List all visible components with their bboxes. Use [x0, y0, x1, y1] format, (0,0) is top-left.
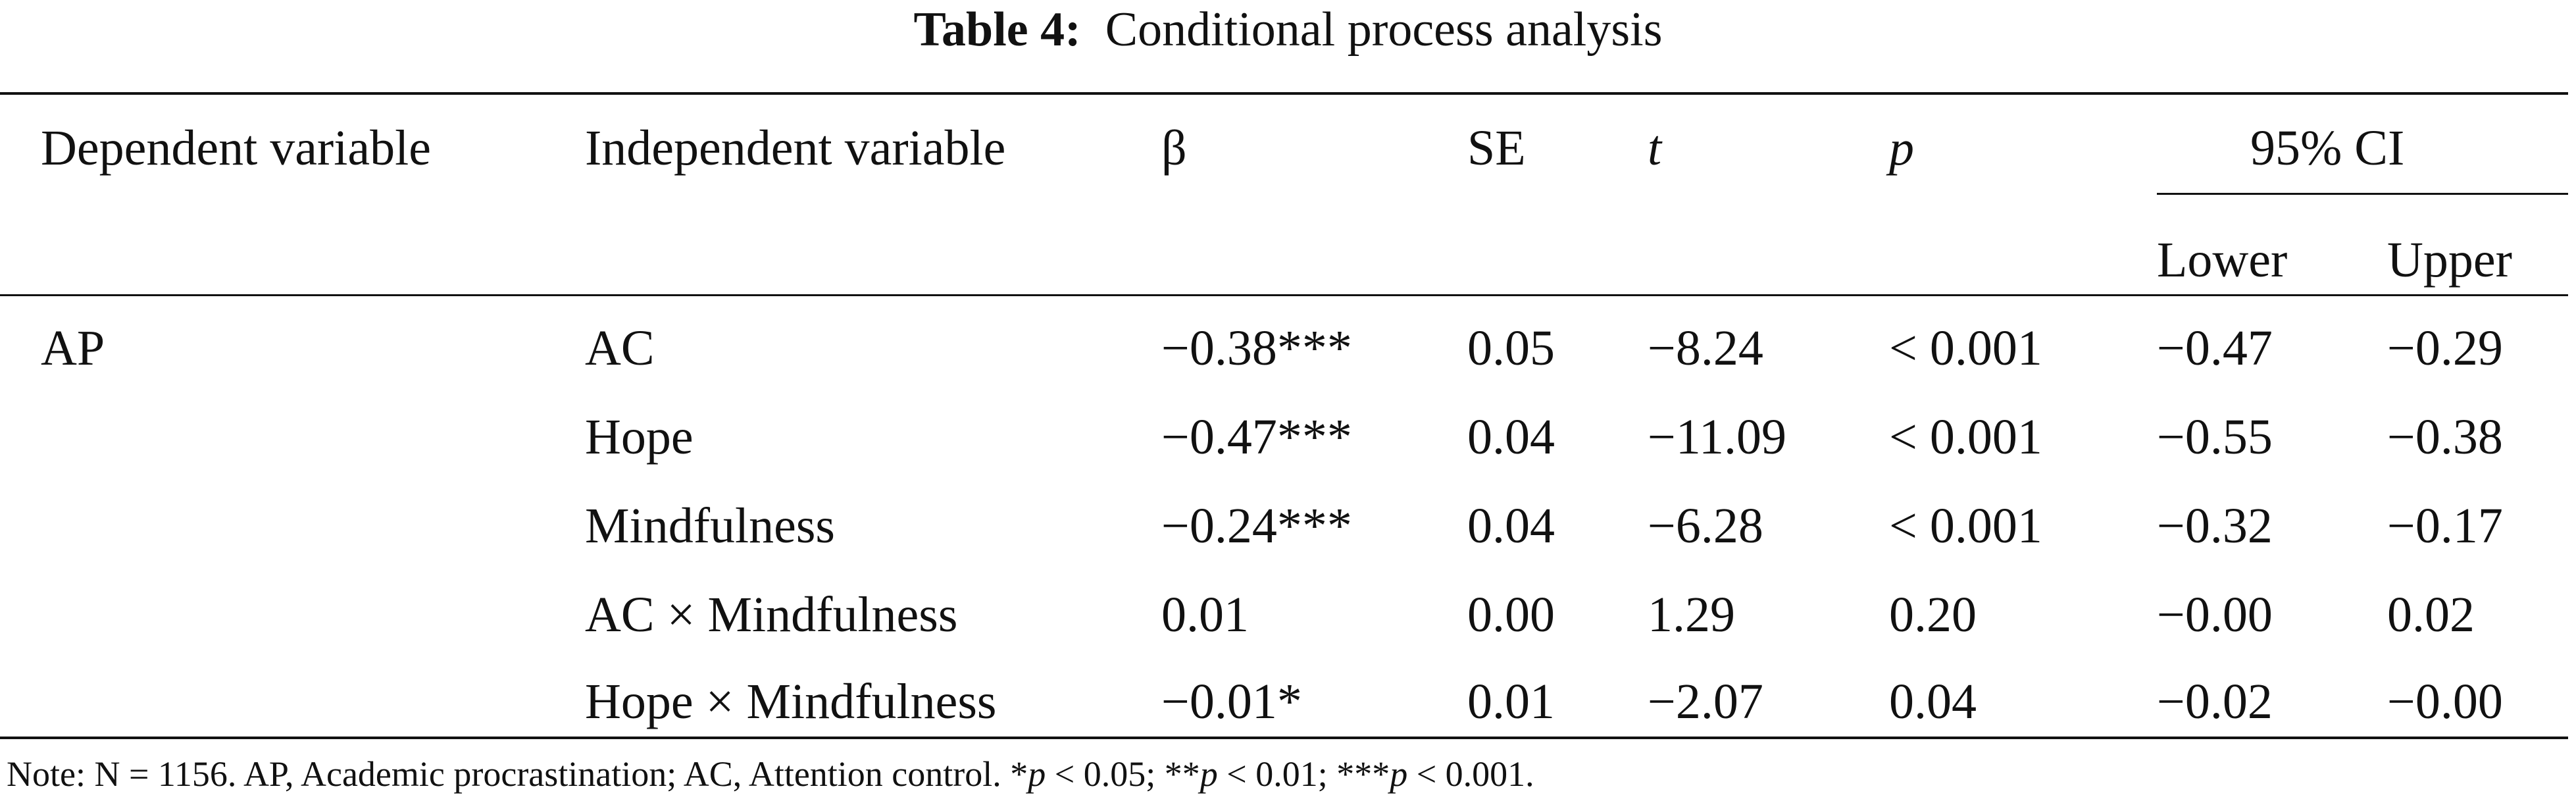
dependent-variable: AP [41, 321, 105, 376]
table-cell: < 0.001 [1889, 498, 2042, 554]
column-header: SE [1467, 120, 1526, 176]
note-text: p [1390, 754, 1408, 794]
table-cell: −0.01* [1161, 674, 1302, 729]
table-cell: 0.20 [1889, 587, 1977, 642]
column-header: p [1889, 120, 1914, 176]
table-cell: Hope × Mindfulness [585, 674, 997, 729]
table-cell: −0.17 [2387, 498, 2503, 554]
column-header: 95% CI [2250, 120, 2405, 176]
table-cell: −0.38*** [1161, 321, 1352, 376]
column-subheader: Lower [2157, 232, 2288, 288]
table-cell: −0.47 [2157, 321, 2273, 376]
table-cell: −0.38 [2387, 409, 2503, 465]
header-rule [0, 294, 2568, 296]
table-cell: 0.04 [1467, 498, 1555, 554]
table-cell: −0.00 [2387, 674, 2503, 729]
table-cell: 0.05 [1467, 321, 1555, 376]
table-cell: −0.02 [2157, 674, 2273, 729]
table-cell: −6.28 [1648, 498, 1763, 554]
table-cell: 0.01 [1467, 674, 1555, 729]
table-cell: Mindfulness [585, 498, 835, 554]
column-header: β [1161, 120, 1187, 176]
note-text: Note: N = 1156. AP, Academic procrastina… [7, 754, 1028, 794]
table-cell: 0.01 [1161, 587, 1249, 642]
table-cell: −0.00 [2157, 587, 2273, 642]
table-cell: −0.24*** [1161, 498, 1352, 554]
table-title: Table 4: Conditional process analysis [0, 5, 2576, 54]
note-text: < 0.01; *** [1217, 754, 1390, 794]
table-cell: −8.24 [1648, 321, 1763, 376]
title-label: Table 4: [913, 3, 1081, 57]
table-cell: AC [585, 321, 655, 376]
title-text: Conditional process analysis [1105, 3, 1663, 57]
bottom-rule [0, 737, 2568, 739]
note-text: < 0.05; ** [1046, 754, 1200, 794]
column-subheader: Upper [2387, 232, 2512, 288]
table-cell: 0.04 [1467, 409, 1555, 465]
table-cell: < 0.001 [1889, 321, 2042, 376]
table-cell: −2.07 [1648, 674, 1763, 729]
table-cell: 0.00 [1467, 587, 1555, 642]
table-cell: 0.04 [1889, 674, 1977, 729]
ci-rule [2157, 193, 2568, 195]
table-cell: Hope [585, 409, 694, 465]
table-cell: AC × Mindfulness [585, 587, 958, 642]
table-cell: −0.29 [2387, 321, 2503, 376]
table-cell: −0.32 [2157, 498, 2273, 554]
table-note: Note: N = 1156. AP, Academic procrastina… [7, 756, 1534, 792]
column-header: t [1648, 120, 1662, 176]
table-cell: −0.55 [2157, 409, 2273, 465]
note-text: p [1028, 754, 1046, 794]
column-header: Independent variable [585, 120, 1006, 176]
top-rule [0, 92, 2568, 95]
column-header: Dependent variable [41, 120, 431, 176]
table-cell: −11.09 [1648, 409, 1787, 465]
table-cell: −0.47*** [1161, 409, 1352, 465]
table-cell: < 0.001 [1889, 409, 2042, 465]
note-text: < 0.001. [1407, 754, 1534, 794]
table-cell: 1.29 [1648, 587, 1735, 642]
note-text: p [1200, 754, 1218, 794]
table-cell: 0.02 [2387, 587, 2475, 642]
